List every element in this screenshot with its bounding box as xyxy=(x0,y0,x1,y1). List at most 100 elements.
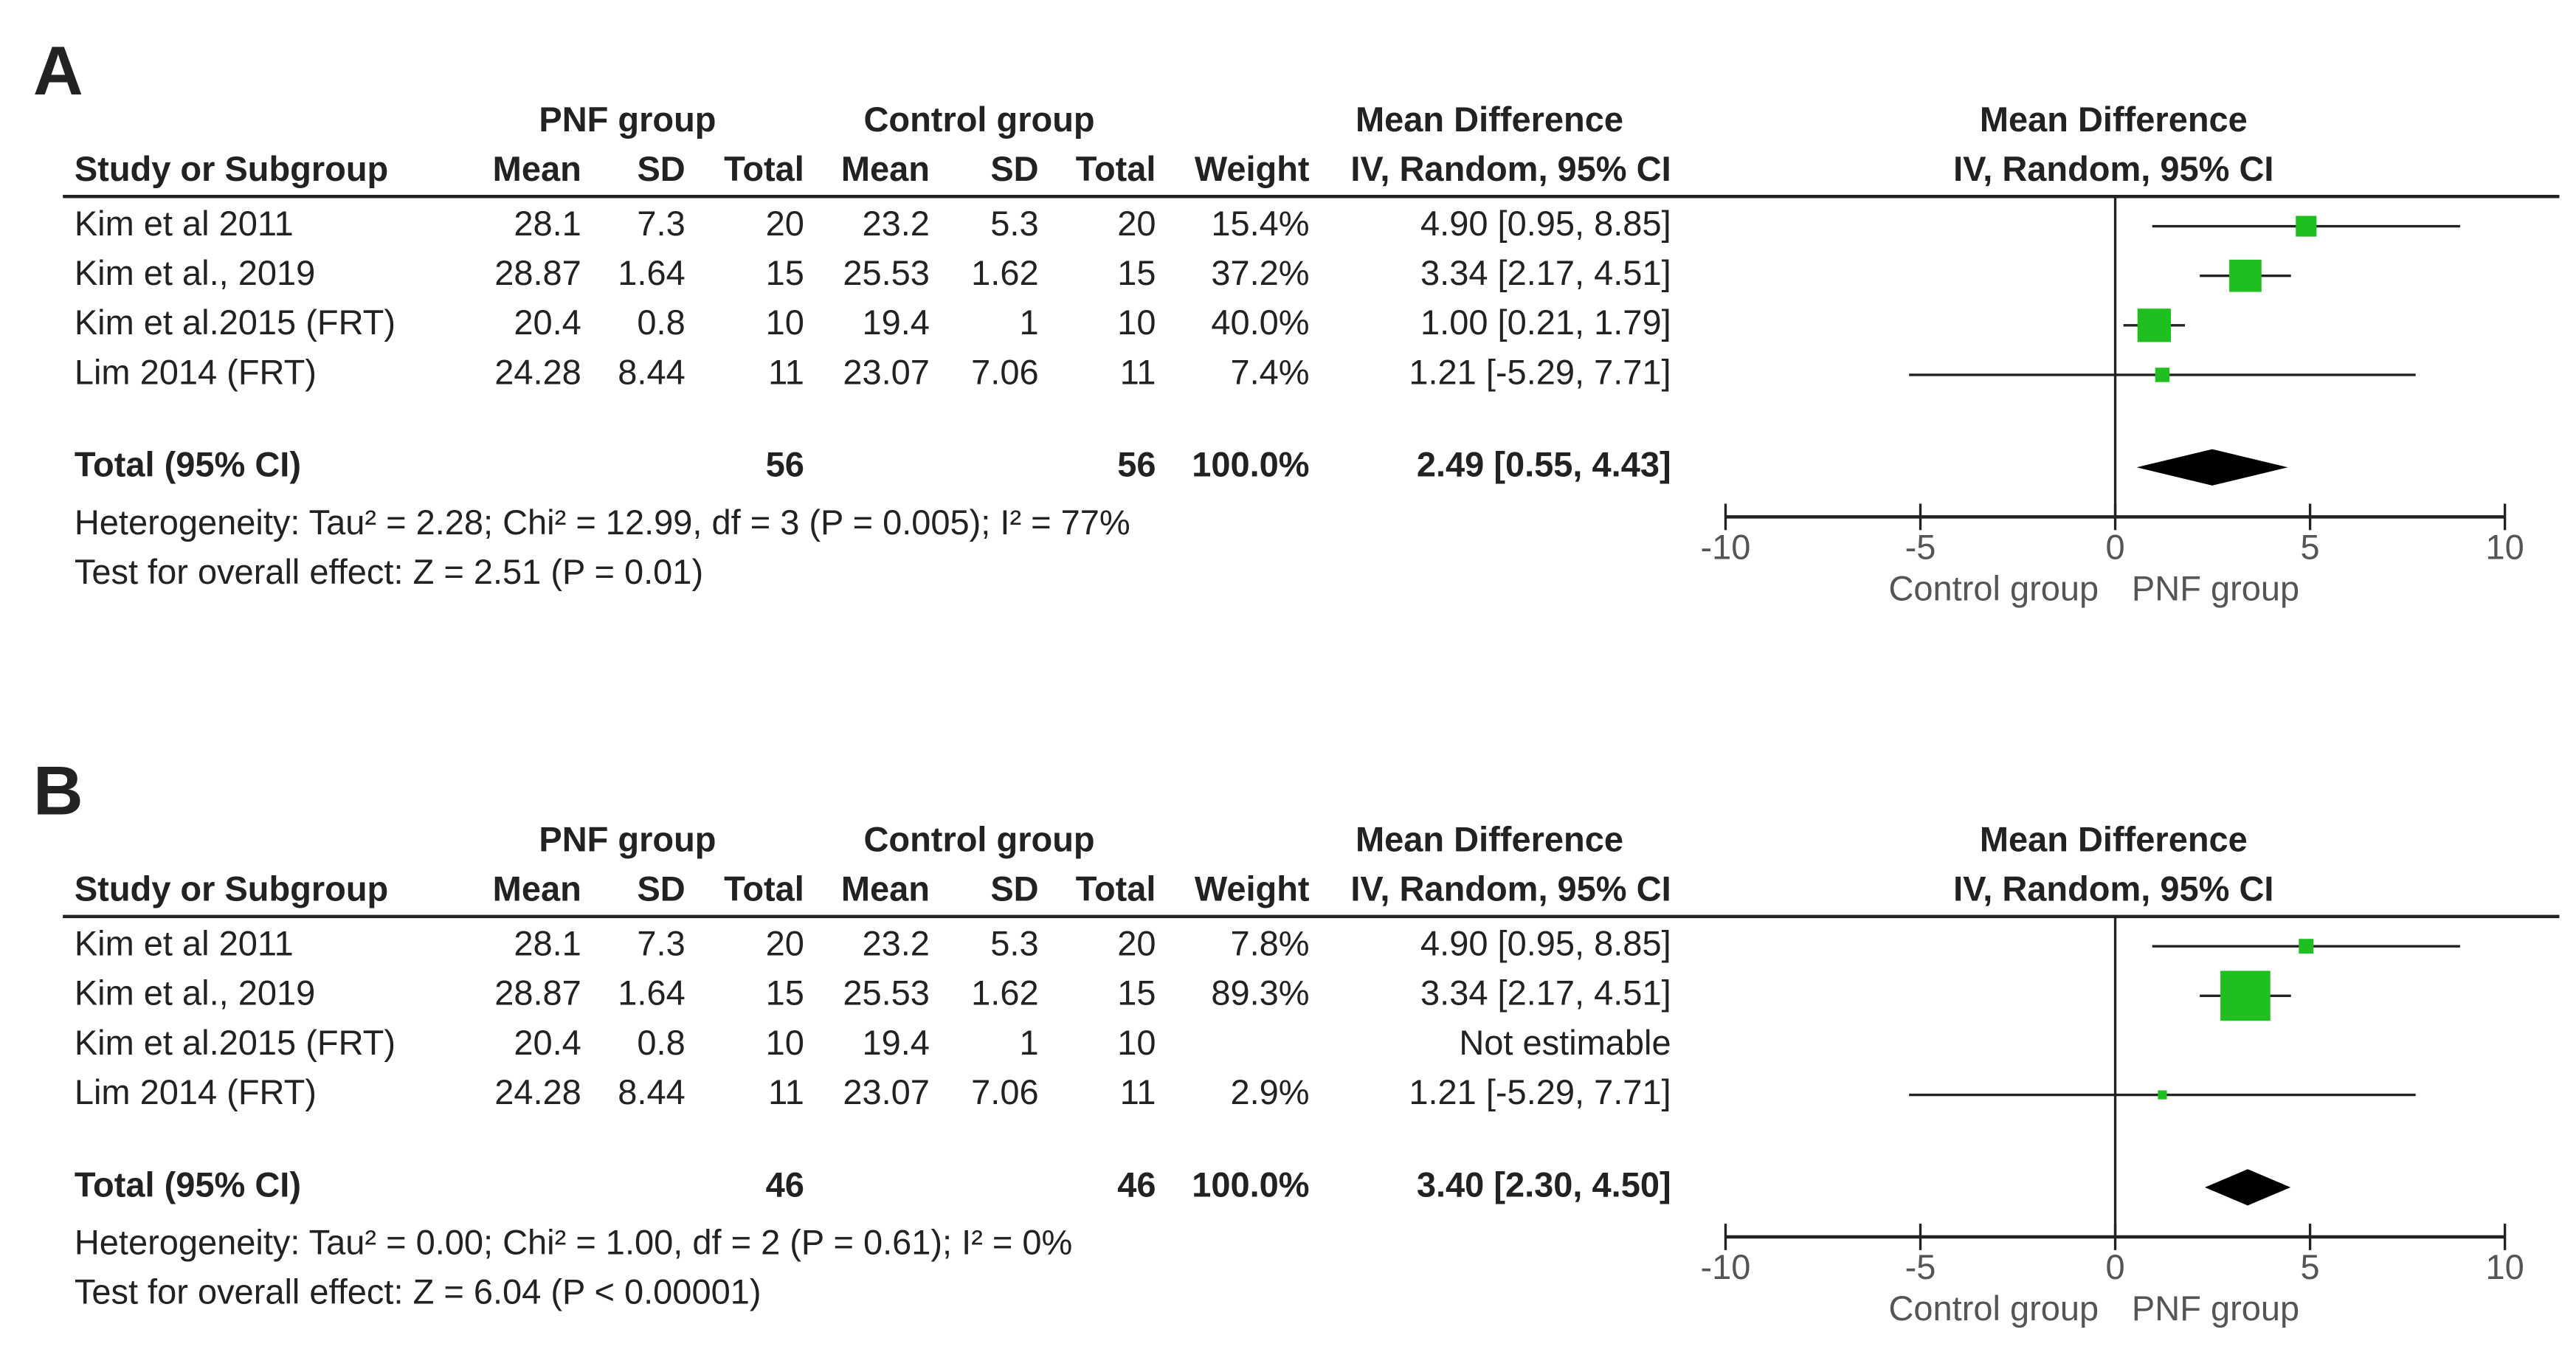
column-header: Total xyxy=(1076,149,1156,188)
column-header: Weight xyxy=(1195,869,1310,908)
table-cell: 15 xyxy=(766,973,804,1013)
column-header: SD xyxy=(990,149,1038,188)
table-cell: 20 xyxy=(1117,204,1156,243)
table-cell: 28.87 xyxy=(494,253,581,292)
effect-label: 1.21 [-5.29, 7.71] xyxy=(1409,352,1671,391)
table-cell: 1 xyxy=(1019,303,1038,342)
effect-box xyxy=(2220,970,2271,1021)
effect-box xyxy=(2299,939,2314,954)
total-n: 56 xyxy=(766,445,804,484)
table-cell: 10 xyxy=(766,1023,804,1062)
table-cell: 15 xyxy=(1117,973,1156,1013)
table-cell: 0.8 xyxy=(637,1023,685,1062)
total-weight: 100.0% xyxy=(1192,1165,1309,1204)
x-left-label: Control group xyxy=(1888,1289,2099,1328)
study-name: Lim 2014 (FRT) xyxy=(75,1072,317,1111)
study-name: Kim et al.2015 (FRT) xyxy=(75,1023,396,1062)
study-name: Kim et al 2011 xyxy=(75,924,294,963)
weight-label: 2.9% xyxy=(1230,1072,1309,1111)
weight-label: 15.4% xyxy=(1211,204,1309,243)
table-cell: 28.87 xyxy=(494,973,581,1013)
effect-label: 1.00 [0.21, 1.79] xyxy=(1420,303,1671,342)
table-cell: 24.28 xyxy=(494,352,581,391)
study-name: Lim 2014 (FRT) xyxy=(75,352,317,391)
study-name: Kim et al., 2019 xyxy=(75,253,315,292)
group-header: Mean Difference xyxy=(1356,100,1623,139)
table-cell: 7.3 xyxy=(637,204,685,243)
plot-subtitle: IV, Random, 95% CI xyxy=(1953,869,2273,908)
x-tick-label: -10 xyxy=(1701,1247,1751,1286)
table-cell: 25.53 xyxy=(843,253,930,292)
table-cell: 1.64 xyxy=(618,973,685,1013)
table-cell: 24.28 xyxy=(494,1072,581,1111)
weight-label: 37.2% xyxy=(1211,253,1309,292)
column-header: Total xyxy=(724,869,804,908)
column-header: Total xyxy=(724,149,804,188)
table-cell: 23.2 xyxy=(862,204,929,243)
effect-box xyxy=(2296,215,2317,237)
group-header: Mean Difference xyxy=(1356,820,1623,859)
table-cell: 10 xyxy=(1117,1023,1156,1062)
column-header: Mean xyxy=(841,869,930,908)
x-right-label: PNF group xyxy=(2132,568,2299,607)
effect-label: Not estimable xyxy=(1459,1023,1671,1062)
table-cell: 23.2 xyxy=(862,924,929,963)
total-n: 46 xyxy=(1117,1165,1156,1204)
study-name: Kim et al., 2019 xyxy=(75,973,315,1013)
column-header: Mean xyxy=(841,149,930,188)
column-header: Mean xyxy=(493,149,581,188)
table-cell: 28.1 xyxy=(514,204,581,243)
x-tick-label: -5 xyxy=(1905,1247,1936,1286)
table-cell: 8.44 xyxy=(618,1072,685,1111)
plot-title: Mean Difference xyxy=(1980,820,2248,859)
x-tick-label: 0 xyxy=(2105,1247,2124,1286)
table-cell: 19.4 xyxy=(862,1023,929,1062)
table-cell: 10 xyxy=(766,303,804,342)
table-cell: 5.3 xyxy=(990,924,1038,963)
x-tick-label: -10 xyxy=(1701,528,1751,567)
x-tick-label: 5 xyxy=(2301,528,2320,567)
effect-label: 1.21 [-5.29, 7.71] xyxy=(1409,1072,1671,1111)
total-n: 46 xyxy=(766,1165,804,1204)
table-cell: 7.06 xyxy=(971,352,1038,391)
effect-label: 4.90 [0.95, 8.85] xyxy=(1420,924,1671,963)
x-left-label: Control group xyxy=(1888,568,2099,607)
table-cell: 28.1 xyxy=(514,924,581,963)
column-header: SD xyxy=(637,869,685,908)
table-cell: 11 xyxy=(1120,1072,1156,1111)
plot-subtitle: IV, Random, 95% CI xyxy=(1953,149,2273,188)
group-header: Control group xyxy=(863,820,1094,859)
group-header: Control group xyxy=(863,100,1094,139)
x-tick-label: 0 xyxy=(2105,528,2124,567)
table-cell: 0.8 xyxy=(637,303,685,342)
table-cell: 5.3 xyxy=(990,204,1038,243)
table-cell: 20 xyxy=(766,924,804,963)
overall-effect: Test for overall effect: Z = 2.51 (P = 0… xyxy=(75,552,703,591)
group-header: PNF group xyxy=(539,100,716,139)
table-cell: 19.4 xyxy=(862,303,929,342)
table-cell: 25.53 xyxy=(843,973,930,1013)
table-cell: 1.64 xyxy=(618,253,685,292)
total-diamond xyxy=(2205,1169,2291,1206)
column-header: Mean xyxy=(493,869,581,908)
group-header: PNF group xyxy=(539,820,716,859)
effect-box xyxy=(2158,1090,2167,1100)
effect-label: 4.90 [0.95, 8.85] xyxy=(1420,204,1671,243)
column-header: SD xyxy=(637,149,685,188)
table-cell: 8.44 xyxy=(618,352,685,391)
total-weight: 100.0% xyxy=(1192,445,1309,484)
table-cell: 10 xyxy=(1117,303,1156,342)
table-cell: 23.07 xyxy=(843,352,930,391)
table-cell: 20.4 xyxy=(514,1023,581,1062)
heterogeneity: Heterogeneity: Tau² = 0.00; Chi² = 1.00,… xyxy=(75,1223,1072,1262)
table-cell: 11 xyxy=(1120,352,1156,391)
study-name: Kim et al 2011 xyxy=(75,204,294,243)
table-cell: 7.06 xyxy=(971,1072,1038,1111)
column-header: Total xyxy=(1076,869,1156,908)
effect-label: 3.34 [2.17, 4.51] xyxy=(1420,253,1671,292)
total-n: 56 xyxy=(1117,445,1156,484)
weight-label: 89.3% xyxy=(1211,973,1309,1013)
table-cell: 23.07 xyxy=(843,1072,930,1111)
panel-label: A xyxy=(33,32,83,109)
